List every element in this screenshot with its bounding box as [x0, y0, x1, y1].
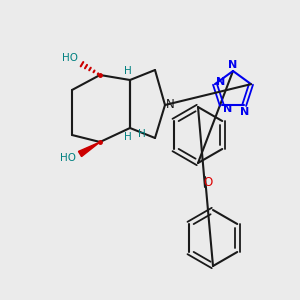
Text: N: N [166, 98, 174, 112]
Text: O: O [203, 176, 213, 188]
Text: N: N [228, 60, 238, 70]
Text: HO: HO [62, 53, 78, 63]
Text: H: H [124, 66, 132, 76]
Polygon shape [79, 142, 100, 157]
Text: H: H [138, 129, 146, 139]
Text: N: N [216, 77, 226, 87]
Text: N: N [223, 104, 232, 114]
Text: N: N [239, 107, 249, 117]
Text: H: H [124, 132, 132, 142]
Text: HO: HO [60, 153, 76, 163]
